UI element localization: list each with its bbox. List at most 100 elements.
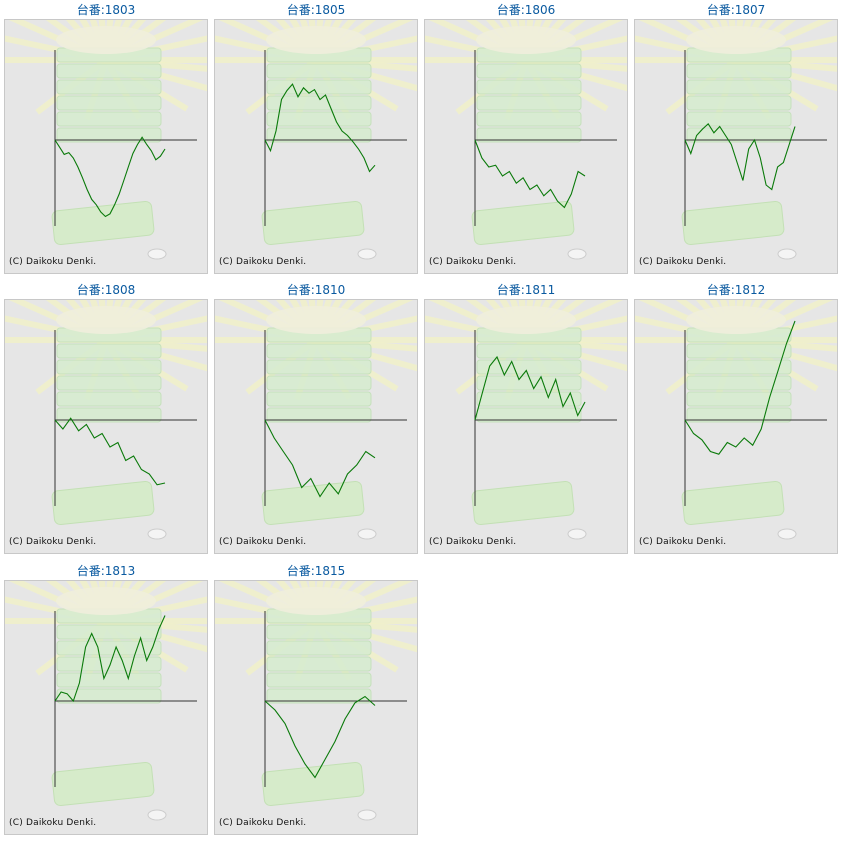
background-tray (266, 79, 372, 95)
chart-panel[interactable]: 台番:1810 (C) Daikoku Denki. (214, 280, 418, 555)
series-line (264, 83, 376, 173)
chart-panel[interactable]: 台番:1803 (C) Daikoku Denki. (4, 0, 208, 275)
background-tray (686, 63, 792, 79)
background-tray (266, 624, 372, 640)
chart-title[interactable]: 台番:1813 (76, 564, 136, 578)
chart-svg (425, 20, 627, 260)
background-coin (357, 248, 377, 260)
chart-svg (5, 300, 207, 540)
background-tray (261, 480, 365, 526)
background-tray (51, 761, 155, 807)
chart-panel[interactable]: 台番:1805 (C) Daikoku Denki. (214, 0, 418, 275)
chart-frame: (C) Daikoku Denki. (214, 19, 418, 274)
background-art (635, 20, 837, 260)
series-line (264, 695, 376, 779)
background-art (215, 20, 417, 260)
background-tray (266, 375, 372, 391)
chart-svg (635, 300, 837, 540)
background-tray (686, 79, 792, 95)
chart-panel[interactable]: 台番:1811 (C) Daikoku Denki. (424, 280, 628, 555)
background-coin (357, 528, 377, 540)
chart-title[interactable]: 台番:1803 (76, 3, 136, 17)
background-art (425, 300, 627, 540)
background-tray (56, 79, 162, 95)
background-pile (56, 306, 156, 334)
background-tray (476, 63, 582, 79)
series-line (54, 136, 166, 218)
chart-panel[interactable]: 台番:1808 (C) Daikoku Denki. (4, 280, 208, 555)
background-tray (266, 63, 372, 79)
copyright-text: (C) Daikoku Denki. (429, 257, 517, 267)
background-art (5, 581, 207, 821)
background-pile (266, 587, 366, 615)
background-tray (476, 111, 582, 127)
background-tray (686, 359, 792, 375)
background-tray (266, 343, 372, 359)
copyright-text: (C) Daikoku Denki. (639, 257, 727, 267)
copyright-text: (C) Daikoku Denki. (219, 818, 307, 828)
background-tray (266, 407, 372, 423)
series-line (54, 417, 166, 486)
background-tray (266, 95, 372, 111)
background-tray (261, 761, 365, 807)
chart-title[interactable]: 台番:1808 (76, 283, 136, 297)
chart-title[interactable]: 台番:1805 (286, 3, 346, 17)
background-tray (266, 391, 372, 407)
chart-svg (635, 20, 837, 260)
chart-frame: (C) Daikoku Denki. (4, 299, 208, 554)
background-coin (567, 528, 587, 540)
chart-frame: (C) Daikoku Denki. (424, 19, 628, 274)
copyright-text: (C) Daikoku Denki. (9, 818, 97, 828)
chart-title[interactable]: 台番:1815 (286, 564, 346, 578)
background-tray (51, 480, 155, 526)
chart-title[interactable]: 台番:1810 (286, 283, 346, 297)
chart-title[interactable]: 台番:1812 (706, 283, 766, 297)
background-pile (266, 306, 366, 334)
background-tray (56, 688, 162, 704)
background-tray (686, 375, 792, 391)
background-tray (681, 200, 785, 246)
background-pile (686, 26, 786, 54)
chart-frame: (C) Daikoku Denki. (214, 299, 418, 554)
chart-title[interactable]: 台番:1806 (496, 3, 556, 17)
background-pile (56, 587, 156, 615)
background-tray (266, 640, 372, 656)
background-art (215, 581, 417, 821)
chart-panel[interactable]: 台番:1806 (C) Daikoku Denki. (424, 0, 628, 275)
background-tray (476, 127, 582, 143)
chart-panel[interactable]: 台番:1813 (C) Daikoku Denki. (4, 561, 208, 836)
chart-frame: (C) Daikoku Denki. (634, 19, 838, 274)
background-coin (147, 248, 167, 260)
chart-panel[interactable]: 台番:1807 (C) Daikoku Denki. (634, 0, 838, 275)
background-tray (681, 480, 785, 526)
background-tray (266, 127, 372, 143)
series-line (474, 139, 586, 209)
chart-panel[interactable]: 台番:1812 (C) Daikoku Denki. (634, 280, 838, 555)
background-tray (266, 111, 372, 127)
background-coin (147, 809, 167, 821)
background-coin (567, 248, 587, 260)
background-coin (777, 248, 797, 260)
background-tray (266, 672, 372, 688)
copyright-text: (C) Daikoku Denki. (429, 537, 517, 547)
background-pile (476, 306, 576, 334)
background-tray (686, 111, 792, 127)
chart-title[interactable]: 台番:1807 (706, 3, 766, 17)
chart-frame: (C) Daikoku Denki. (424, 299, 628, 554)
chart-panel[interactable]: 台番:1815 (C) Daikoku Denki. (214, 561, 418, 836)
background-tray (56, 359, 162, 375)
chart-title[interactable]: 台番:1811 (496, 283, 556, 297)
series-line (684, 320, 796, 455)
background-tray (476, 343, 582, 359)
background-art (425, 20, 627, 260)
chart-svg (5, 20, 207, 260)
background-tray (266, 688, 372, 704)
background-tray (56, 656, 162, 672)
chart-svg (215, 20, 417, 260)
chart-frame: (C) Daikoku Denki. (214, 580, 418, 835)
background-tray (56, 111, 162, 127)
background-tray (56, 63, 162, 79)
background-pile (266, 26, 366, 54)
background-tray (476, 391, 582, 407)
background-tray (261, 200, 365, 246)
